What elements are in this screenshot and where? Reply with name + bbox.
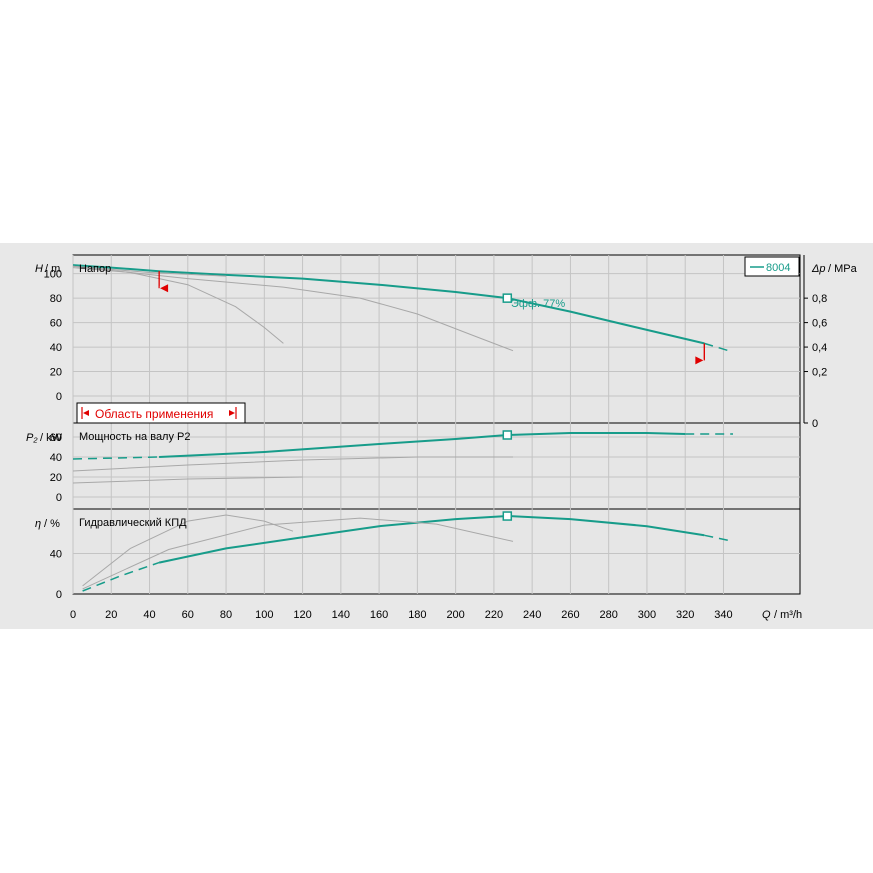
extension-curve (704, 342, 734, 353)
reference-curve (82, 517, 514, 590)
x-tick-label: 20 (105, 609, 117, 621)
power-panel-title: Мощность на валу P2 (79, 431, 191, 443)
x-tick-label: 0 (70, 609, 76, 621)
y-tick-label: 20 (50, 472, 62, 484)
efficiency-axis-symbol: η (35, 518, 41, 530)
application-range-box: Область применения (76, 402, 246, 424)
reference-curve (72, 456, 513, 472)
extension-curve (704, 534, 734, 543)
y-tick-label-zero: 0 (56, 492, 62, 504)
head-axis-unit: / m (45, 263, 60, 275)
reference-curve (72, 476, 303, 484)
y-tick-label: 60 (50, 432, 62, 444)
reference-curve (82, 514, 294, 587)
application-range-label: Область применения (95, 407, 213, 421)
head-axis-symbol: H (35, 263, 43, 275)
x-tick-label: 60 (182, 609, 194, 621)
x-tick-label: 100 (255, 609, 273, 621)
pressure-axis-unit: / MPa (828, 263, 858, 275)
main-curve (72, 264, 705, 345)
curves-layer (72, 264, 734, 592)
legend-series-label: 8004 (766, 262, 790, 274)
y-tick-label: 60 (50, 318, 62, 330)
range-marker-arrow (160, 284, 169, 293)
x-tick-label: 80 (220, 609, 232, 621)
power-axis-unit: / kW (40, 432, 63, 444)
legend-box: 8004 (744, 256, 800, 277)
y-tick-label: 20 (50, 367, 62, 379)
y-tick-label-zero: 0 (56, 589, 62, 601)
x-tick-label: 260 (561, 609, 579, 621)
efficiency-label: Эфф. 77% (511, 298, 565, 310)
duty-point-marker (502, 511, 513, 521)
x-tick-label: 160 (370, 609, 388, 621)
y-tick-label-zero: 0 (56, 391, 62, 403)
range-right-arrow (229, 410, 235, 416)
y-tick-label: 40 (50, 452, 62, 464)
right-tick-label: 0,8 (812, 293, 827, 305)
x-tick-label: 300 (638, 609, 656, 621)
x-tick-label: 120 (293, 609, 311, 621)
flow-axis-unit: / m³/h (774, 609, 802, 621)
tick-labels: 0 20 40 60 80 100 120 140 160 180 200 220 240 260 280 3… (44, 269, 828, 621)
duty-point-marker (502, 430, 513, 440)
x-tick-label: 280 (600, 609, 618, 621)
x-tick-label: 320 (676, 609, 694, 621)
x-tick-label: 240 (523, 609, 541, 621)
flow-axis-symbol: Q (762, 609, 771, 621)
x-tick-label: 220 (485, 609, 503, 621)
y-tick-label: 40 (50, 342, 62, 354)
right-tick-label: 0 (812, 418, 818, 430)
head-panel-title: Напор (79, 263, 111, 275)
range-marker-arrow (695, 356, 704, 365)
right-tick-label: 0,2 (812, 367, 827, 379)
y-tick-label: 80 (50, 293, 62, 305)
plot-area-head (72, 254, 801, 424)
pressure-axis-symbol: Δp (811, 263, 826, 275)
range-left-arrow (83, 410, 89, 416)
right-tick-label: 0,4 (812, 342, 827, 354)
y-tick-label: 40 (50, 549, 62, 561)
extension-curve (82, 561, 160, 592)
x-tick-label: 200 (446, 609, 464, 621)
duty-point-marker (502, 293, 513, 303)
plot-area-efficiency (72, 508, 801, 595)
power-axis-symbol: P₂ (26, 432, 38, 444)
x-tick-label: 340 (714, 609, 732, 621)
main-curve (159, 432, 686, 458)
reference-curve (72, 265, 227, 277)
x-tick-label: 40 (143, 609, 155, 621)
right-tick-label: 0,6 (812, 318, 827, 330)
x-tick-label: 140 (332, 609, 350, 621)
x-tick-label: 180 (408, 609, 426, 621)
efficiency-panel-title: Гидравлический КПД (79, 517, 187, 529)
efficiency-axis-unit: / % (44, 518, 60, 530)
y-tick-label: 100 (44, 269, 62, 281)
main-curve (158, 514, 705, 564)
reference-curve (72, 265, 514, 352)
